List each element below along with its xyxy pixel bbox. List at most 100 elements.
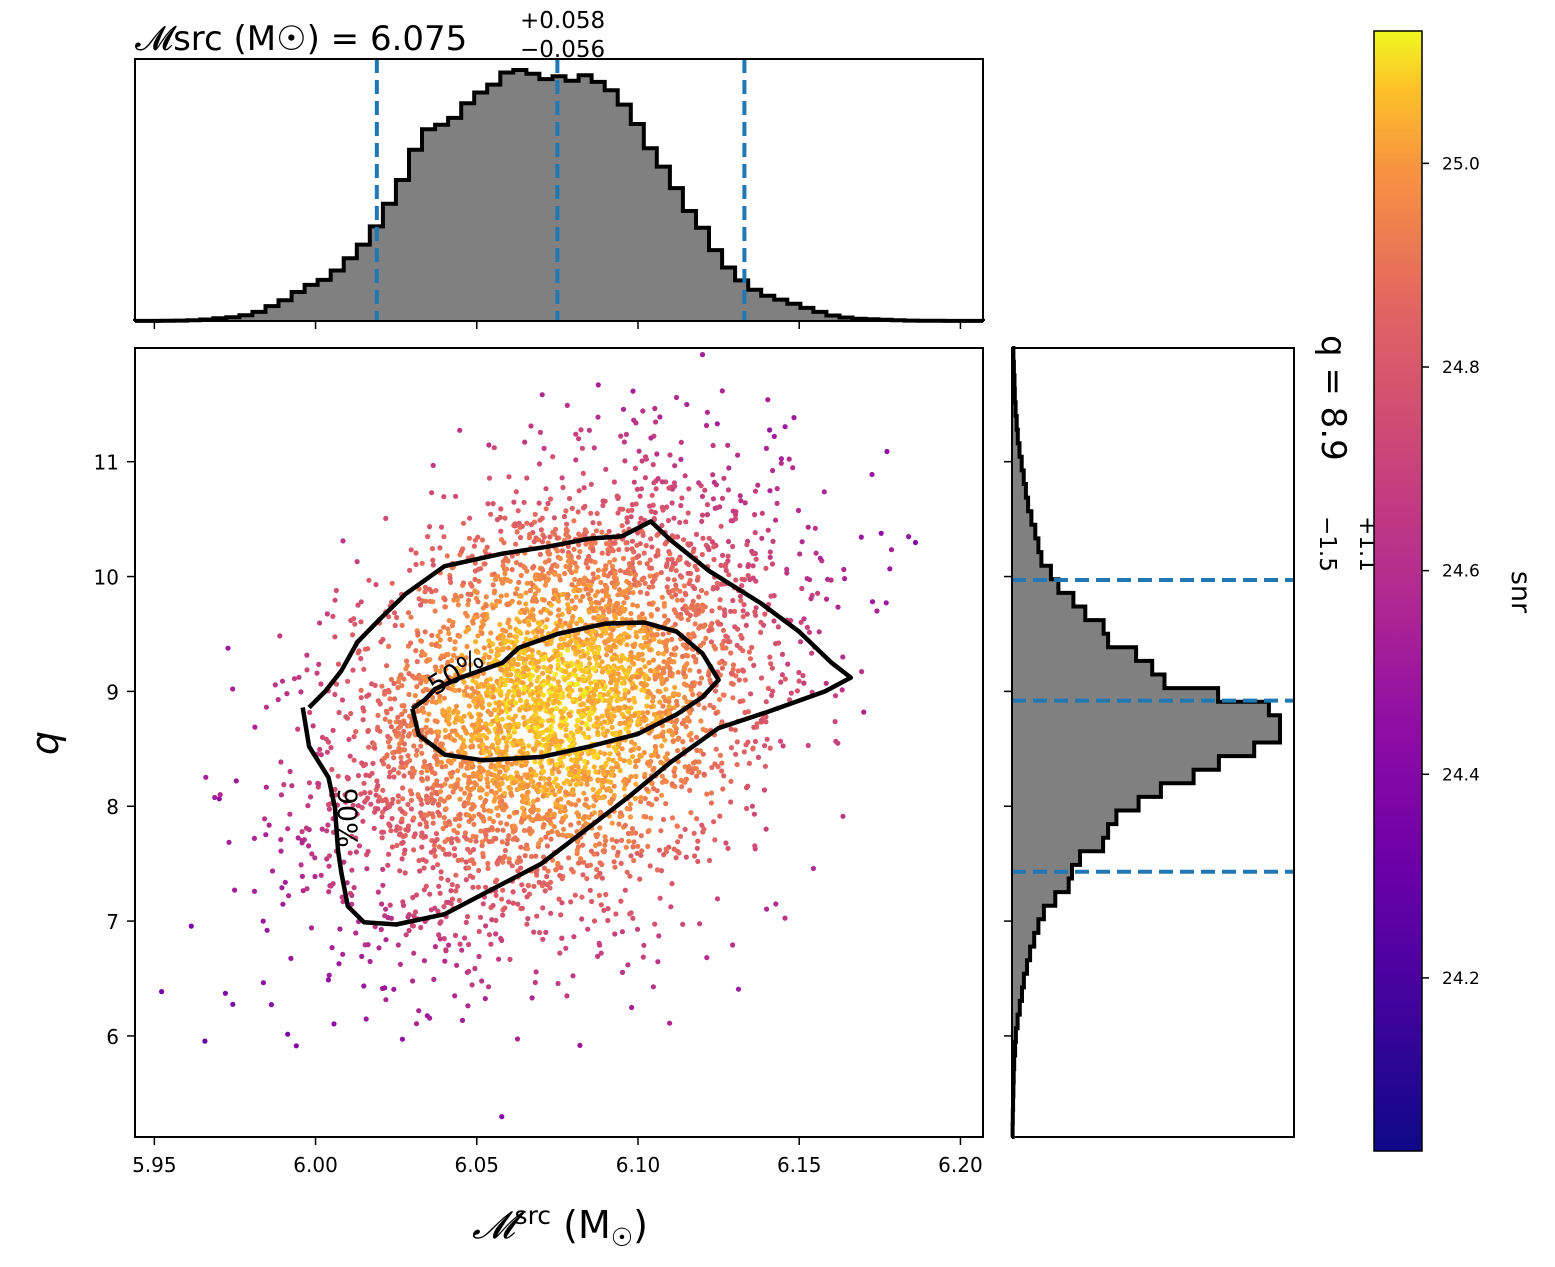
scatter-point (569, 505, 575, 511)
scatter-point (188, 923, 194, 929)
scatter-point (717, 597, 723, 603)
scatter-point (461, 713, 467, 719)
scatter-point (578, 618, 585, 624)
scatter-point (575, 588, 581, 594)
scatter-point (613, 687, 619, 693)
scatter-point (281, 782, 287, 788)
top-hist-bar (317, 279, 332, 321)
scatter-point (576, 797, 582, 803)
scatter-point (906, 534, 912, 540)
scatter-point (412, 831, 418, 837)
scatter-point (520, 780, 526, 786)
scatter-point (751, 811, 758, 817)
scatter-point (462, 790, 468, 796)
scatter-point (446, 721, 452, 727)
scatter-point (746, 760, 753, 767)
scatter-point (664, 584, 670, 590)
scatter-point (466, 535, 472, 541)
scatter-point (413, 550, 419, 556)
scatter-point (725, 553, 731, 559)
scatter-point (610, 845, 617, 851)
scatter-point (557, 950, 563, 956)
scatter-point (621, 675, 627, 682)
scatter-point (399, 856, 405, 862)
scatter-point (435, 733, 441, 739)
scatter-point (668, 904, 674, 910)
scatter-point (710, 472, 716, 478)
scatter-point (520, 680, 526, 686)
scatter-point (583, 821, 589, 827)
scatter-point (737, 698, 743, 705)
scatter-point (263, 704, 269, 710)
scatter-point (317, 620, 323, 626)
scatter-point (606, 785, 612, 792)
scatter-point (326, 853, 333, 859)
scatter-point (427, 762, 433, 768)
scatter-point (394, 842, 400, 849)
scatter-point (599, 529, 605, 535)
top-title-plus: +0.058 (520, 8, 605, 34)
scatter-point (779, 672, 786, 678)
scatter-point (671, 846, 677, 852)
scatter-point (455, 602, 461, 608)
scatter-point (576, 436, 582, 442)
scatter-point (646, 601, 652, 607)
scatter-point (549, 828, 555, 835)
scatter-point (525, 724, 531, 730)
scatter-point (531, 617, 537, 623)
scatter-point (637, 753, 643, 759)
scatter-point (435, 633, 441, 639)
scatter-point (619, 929, 626, 935)
scatter-point (659, 773, 665, 779)
scatter-point (664, 662, 671, 668)
scatter-point (518, 865, 524, 871)
scatter-point (631, 695, 637, 702)
scatter-point (386, 614, 392, 620)
scatter-point (505, 645, 511, 651)
scatter-point (682, 826, 688, 833)
scatter-point (794, 688, 801, 694)
scatter-point (765, 527, 771, 533)
colorbar-ticks: 24.224.424.624.825.0 (1422, 154, 1480, 989)
right-hist-outline (1010, 346, 1282, 1139)
scatter-point (585, 726, 591, 732)
scatter-point (330, 613, 336, 620)
scatter-point (753, 605, 759, 611)
scatter-point (391, 680, 397, 687)
scatter-point (624, 515, 630, 521)
scatter-point (437, 629, 443, 635)
scatter-point (430, 820, 436, 826)
scatter-point (537, 551, 544, 558)
scatter-point (678, 503, 684, 509)
scatter-point (625, 716, 631, 722)
scatter-point (423, 724, 429, 731)
scatter-point (588, 680, 594, 686)
scatter-point (839, 687, 845, 693)
scatter-point (436, 729, 442, 735)
scatter-point (467, 873, 473, 879)
scatter-point (642, 771, 648, 777)
scatter-point (699, 493, 706, 499)
scatter-point (279, 678, 286, 684)
scatter-point (521, 827, 528, 834)
scatter-point (510, 889, 516, 895)
scatter-point (653, 553, 659, 559)
scatter-point (805, 524, 811, 530)
scatter-point (577, 1042, 583, 1048)
scatter-point (260, 918, 266, 924)
scatter-point (669, 651, 675, 657)
scatter-point (576, 542, 582, 548)
scatter-point (611, 744, 617, 750)
y-tick-label: 9 (106, 680, 119, 704)
top-hist-bar (239, 315, 253, 321)
scatter-point (593, 599, 599, 606)
scatter-point (624, 806, 630, 812)
scatter-point (566, 800, 572, 806)
scatter-point (599, 669, 606, 675)
scatter-point (340, 538, 346, 544)
top-hist-bar (565, 80, 579, 321)
scatter-point (773, 901, 779, 907)
scatter-point (677, 519, 683, 526)
scatter-point (580, 593, 586, 600)
scatter-point (365, 848, 371, 855)
